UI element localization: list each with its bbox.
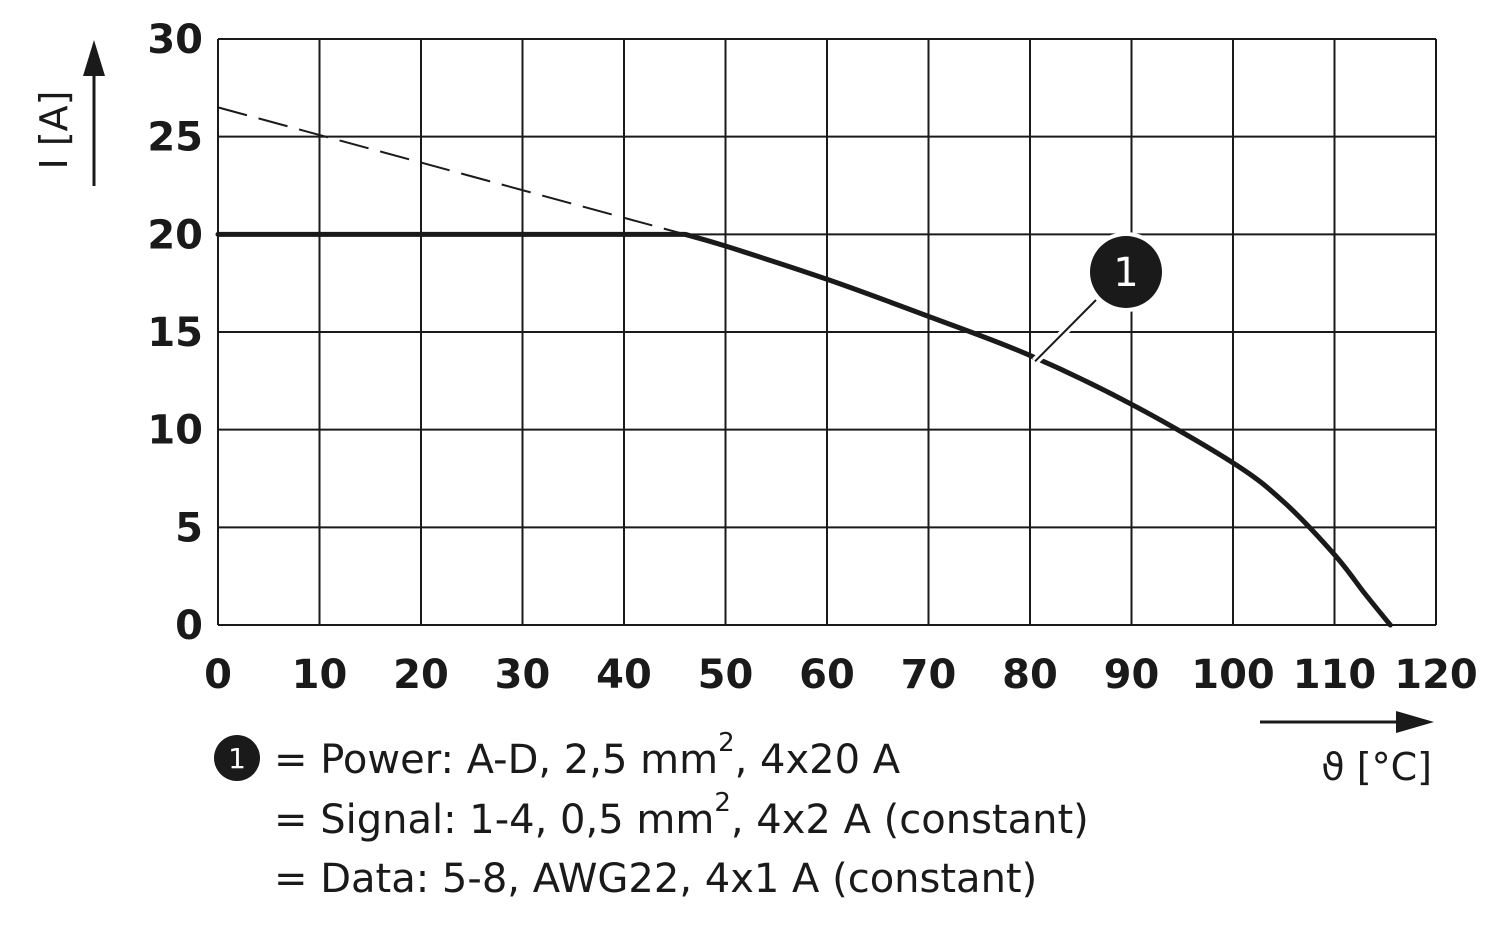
y-tick-label: 5 [175,505,203,551]
legend-marker [214,735,260,781]
series-layer [215,106,1393,628]
legend-entry: = Data: 5-8, AWG22, 4x1 A (constant) [274,856,1037,902]
annotations: 1 [1032,232,1166,365]
x-tick-label: 120 [1394,652,1478,698]
series-line-power [215,231,1393,628]
legend: 1 = Power: A-D, 2,5 mm2, 4x20 A= Signal: … [214,728,1089,902]
x-tick-label: 40 [596,652,652,698]
legend-entry: = Signal: 1-4, 0,5 mm2, 4x2 A (constant) [274,788,1089,843]
legend-entry-text: = Signal: 1-4, 0,5 mm [274,797,714,843]
legend-entry-tail: , 4x20 A [735,737,901,783]
annotation-marker [1090,236,1162,308]
y-axis-label: I [A] [32,91,76,170]
grid [217,38,1437,626]
x-tick-label: 60 [799,652,855,698]
x-tick-label: 90 [1104,652,1160,698]
y-axis-arrow-head [83,40,105,76]
annotation-leader [1034,299,1097,363]
legend-entry-superscript: 2 [718,728,735,758]
x-tick-label: 50 [698,652,754,698]
legend-marker-label: 1 [228,742,246,775]
x-tick-label: 10 [292,652,348,698]
series-line-dashed [217,106,686,236]
legend-entry: = Power: A-D, 2,5 mm2, 4x20 A [274,728,901,783]
legend-entry-superscript: 2 [714,788,731,818]
annotation-marker-label: 1 [1113,250,1138,296]
x-tick-label: 100 [1191,652,1275,698]
x-tick-label: 0 [204,652,232,698]
y-tick-label: 10 [147,408,203,454]
y-tick-label: 15 [147,310,203,356]
x-tick-label: 20 [393,652,449,698]
x-tick-label: 80 [1002,652,1058,698]
x-tick-label: 30 [495,652,551,698]
legend-entry-tail: , 4x2 A (constant) [731,797,1089,843]
legend-entry-text: = Power: A-D, 2,5 mm [274,737,718,783]
legend-entry-text: = Data: 5-8, AWG22, 4x1 A (constant) [274,856,1037,902]
y-tick-label: 0 [175,603,203,649]
y-tick-label: 20 [147,212,203,258]
x-axis-label: ϑ [°C] [1321,745,1432,789]
tick-labels: 0 10 20 30 40 50 60 70 80 90 100 110 120 0 5 10 15 20 25 30 [147,17,1477,698]
y-tick-label: 30 [147,17,203,63]
y-tick-label: 25 [147,115,203,161]
x-tick-label: 70 [901,652,957,698]
x-tick-label: 110 [1293,652,1377,698]
axis-arrows: I [A] ϑ [°C] [32,40,1434,789]
x-axis-arrow-head [1396,711,1434,733]
